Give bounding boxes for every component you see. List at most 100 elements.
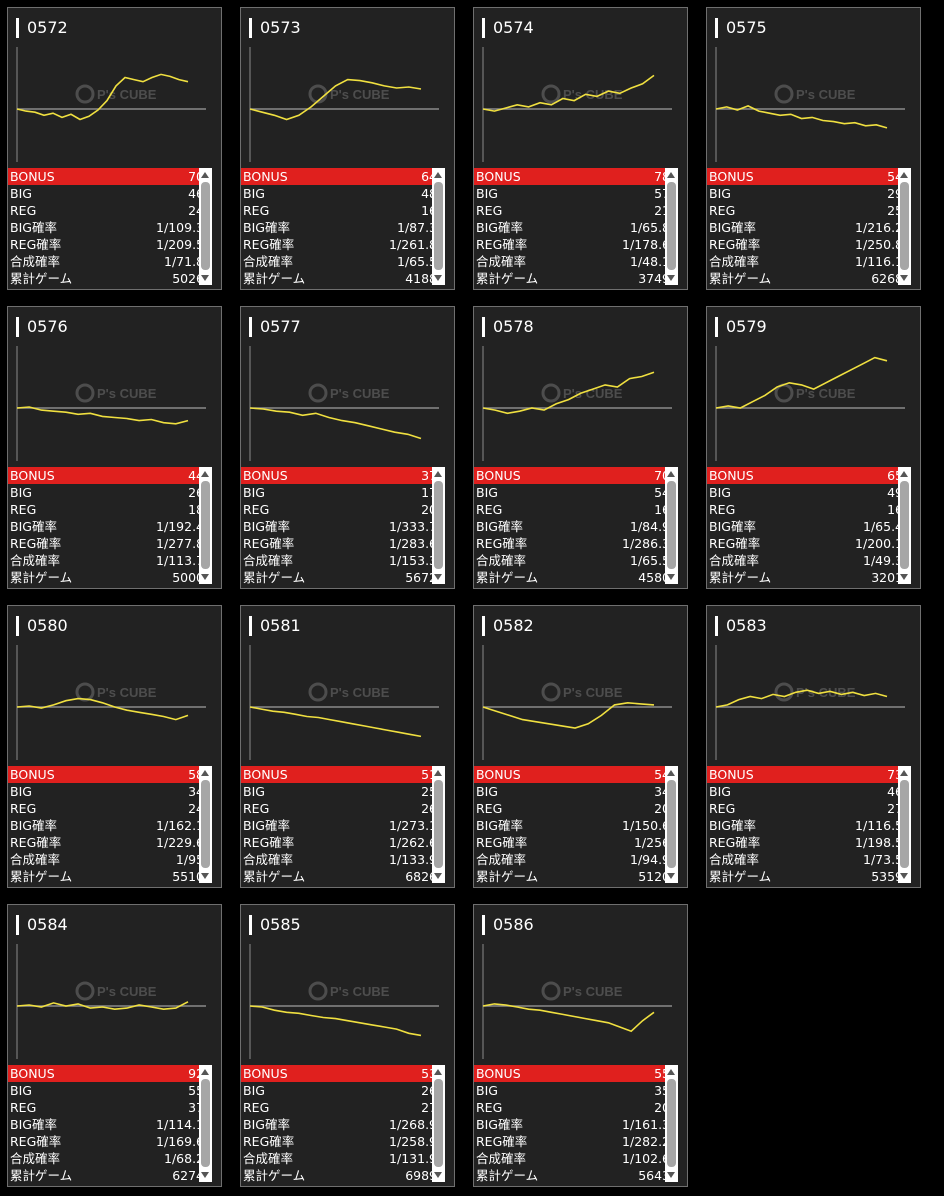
reg-label: REG	[243, 801, 270, 816]
scroll-up-arrow-icon[interactable]	[201, 471, 209, 477]
machine-card-0582[interactable]: 0582 P's CUBE BONUS 54 BIG 34 REG 20 BIG確率 1…	[473, 605, 688, 888]
scroll-down-arrow-icon[interactable]	[434, 574, 442, 580]
scroll-down-arrow-icon[interactable]	[434, 1172, 442, 1178]
big-row: BIG 34	[476, 784, 670, 799]
watermark-text: P's CUBE	[563, 984, 623, 999]
scroll-thumb[interactable]	[434, 1079, 443, 1167]
scroll-up-arrow-icon[interactable]	[667, 1069, 675, 1075]
stats-scrollbar[interactable]	[199, 467, 212, 584]
big-rate-label: BIG確率	[243, 818, 290, 833]
scroll-thumb[interactable]	[201, 481, 210, 569]
scroll-up-arrow-icon[interactable]	[667, 471, 675, 477]
stats-scrollbar[interactable]	[898, 467, 911, 584]
stats-scrollbar[interactable]	[432, 168, 445, 285]
scroll-thumb[interactable]	[667, 481, 676, 569]
machine-card-0577[interactable]: 0577 P's CUBE BONUS 37 BIG 17 REG 20 BIG確率 1…	[240, 306, 455, 589]
scroll-up-arrow-icon[interactable]	[434, 471, 442, 477]
big-rate-label: BIG確率	[10, 220, 57, 235]
scroll-up-arrow-icon[interactable]	[201, 770, 209, 776]
scroll-thumb[interactable]	[667, 1079, 676, 1167]
scroll-up-arrow-icon[interactable]	[900, 471, 908, 477]
scroll-down-arrow-icon[interactable]	[201, 275, 209, 281]
scroll-thumb[interactable]	[434, 780, 443, 868]
scroll-down-arrow-icon[interactable]	[900, 275, 908, 281]
combined-rate-row: 合成確率 1/102.6	[476, 1151, 670, 1166]
stats-scrollbar[interactable]	[432, 467, 445, 584]
scroll-thumb[interactable]	[900, 182, 909, 270]
scroll-down-arrow-icon[interactable]	[434, 873, 442, 879]
scroll-down-arrow-icon[interactable]	[201, 574, 209, 580]
scroll-thumb[interactable]	[434, 182, 443, 270]
scroll-down-arrow-icon[interactable]	[667, 1172, 675, 1178]
scroll-down-arrow-icon[interactable]	[201, 1172, 209, 1178]
stats-scrollbar[interactable]	[199, 168, 212, 285]
stats-scrollbar[interactable]	[898, 766, 911, 883]
stats-table: BONUS 78 BIG 57 REG 21 BIG確率 1/65.8 REG確率 1/1…	[474, 168, 674, 287]
total-games-row: 累計ゲーム 6826	[243, 869, 437, 884]
scroll-up-arrow-icon[interactable]	[667, 770, 675, 776]
machine-card-0576[interactable]: 0576 P's CUBE BONUS 44 BIG 26 REG 18 BIG確率 1…	[7, 306, 222, 589]
scroll-up-arrow-icon[interactable]	[434, 770, 442, 776]
machine-card-0581[interactable]: 0581 P's CUBE BONUS 51 BIG 25 REG 26 BIG確率 1…	[240, 605, 455, 888]
machine-card-0578[interactable]: 0578 P's CUBE BONUS 70 BIG 54 REG 16 BIG確率 1…	[473, 306, 688, 589]
stats-scrollbar[interactable]	[665, 467, 678, 584]
scroll-down-arrow-icon[interactable]	[900, 873, 908, 879]
scroll-thumb[interactable]	[667, 182, 676, 270]
scroll-thumb[interactable]	[201, 780, 210, 868]
reg-label: REG	[709, 801, 736, 816]
scroll-thumb[interactable]	[900, 780, 909, 868]
scroll-down-arrow-icon[interactable]	[667, 873, 675, 879]
machine-card-0572[interactable]: 0572 P's CUBE BONUS 70 BIG 46 REG 24 BIG確率 1…	[7, 7, 222, 290]
machine-card-0585[interactable]: 0585 P's CUBE BONUS 53 BIG 26 REG 27 BIG確率 1…	[240, 904, 455, 1187]
scroll-thumb[interactable]	[201, 1079, 210, 1167]
scroll-up-arrow-icon[interactable]	[900, 770, 908, 776]
machine-card-0586[interactable]: 0586 P's CUBE BONUS 55 BIG 35 REG 20 BIG確率 1…	[473, 904, 688, 1187]
scroll-thumb[interactable]	[900, 481, 909, 569]
scroll-down-arrow-icon[interactable]	[667, 275, 675, 281]
scroll-down-arrow-icon[interactable]	[434, 275, 442, 281]
bonus-row: BONUS 73	[707, 766, 907, 783]
scroll-up-arrow-icon[interactable]	[201, 172, 209, 178]
slump-line	[16, 1001, 189, 1011]
machine-card-0584[interactable]: 0584 P's CUBE BONUS 92 BIG 55 REG 37 BIG確率 1…	[7, 904, 222, 1187]
stats-scrollbar[interactable]	[432, 766, 445, 883]
scroll-up-arrow-icon[interactable]	[201, 1069, 209, 1075]
big-rate-label: BIG確率	[476, 1117, 523, 1132]
stats-scrollbar[interactable]	[898, 168, 911, 285]
stats-scrollbar[interactable]	[665, 1065, 678, 1182]
combined-rate-row: 合成確率 1/113.7	[10, 553, 204, 568]
scroll-down-arrow-icon[interactable]	[900, 574, 908, 580]
machine-number: 0582	[482, 616, 534, 636]
big-label: BIG	[709, 485, 731, 500]
stats-scrollbar[interactable]	[432, 1065, 445, 1182]
big-row: BIG 34	[10, 784, 204, 799]
machine-card-0580[interactable]: 0580 P's CUBE BONUS 58 BIG 34 REG 24 BIG確率 1…	[7, 605, 222, 888]
scroll-thumb[interactable]	[667, 780, 676, 868]
machine-card-0579[interactable]: 0579 P's CUBE BONUS 65 BIG 49 REG 16 BIG確率 1…	[706, 306, 921, 589]
machine-card-0573[interactable]: 0573 P's CUBE BONUS 64 BIG 48 REG 16 BIG確率 1…	[240, 7, 455, 290]
stats-scrollbar[interactable]	[199, 766, 212, 883]
stats-scrollbar[interactable]	[665, 766, 678, 883]
scroll-up-arrow-icon[interactable]	[667, 172, 675, 178]
scroll-thumb[interactable]	[201, 182, 210, 270]
stats-scrollbar[interactable]	[199, 1065, 212, 1182]
scroll-down-arrow-icon[interactable]	[667, 574, 675, 580]
bonus-label: BONUS	[243, 767, 288, 782]
big-rate-row: BIG確率 1/273.1	[243, 818, 437, 833]
scroll-thumb[interactable]	[434, 481, 443, 569]
stats-scrollbar[interactable]	[665, 168, 678, 285]
big-row: BIG 29	[709, 186, 903, 201]
big-label: BIG	[243, 1083, 265, 1098]
bonus-row: BONUS 51	[241, 766, 441, 783]
machine-card-0583[interactable]: 0583 P's CUBE BONUS 73 BIG 46 REG 27 BIG確率 1…	[706, 605, 921, 888]
machine-card-0575[interactable]: 0575 P's CUBE BONUS 54 BIG 29 REG 25 BIG確率 1…	[706, 7, 921, 290]
scroll-up-arrow-icon[interactable]	[900, 172, 908, 178]
slump-graph: P's CUBE	[474, 939, 689, 1064]
scroll-down-arrow-icon[interactable]	[201, 873, 209, 879]
reg-label: REG	[476, 203, 503, 218]
big-label: BIG	[243, 784, 265, 799]
big-label: BIG	[476, 784, 498, 799]
scroll-up-arrow-icon[interactable]	[434, 172, 442, 178]
machine-card-0574[interactable]: 0574 P's CUBE BONUS 78 BIG 57 REG 21 BIG確率 1…	[473, 7, 688, 290]
scroll-up-arrow-icon[interactable]	[434, 1069, 442, 1075]
